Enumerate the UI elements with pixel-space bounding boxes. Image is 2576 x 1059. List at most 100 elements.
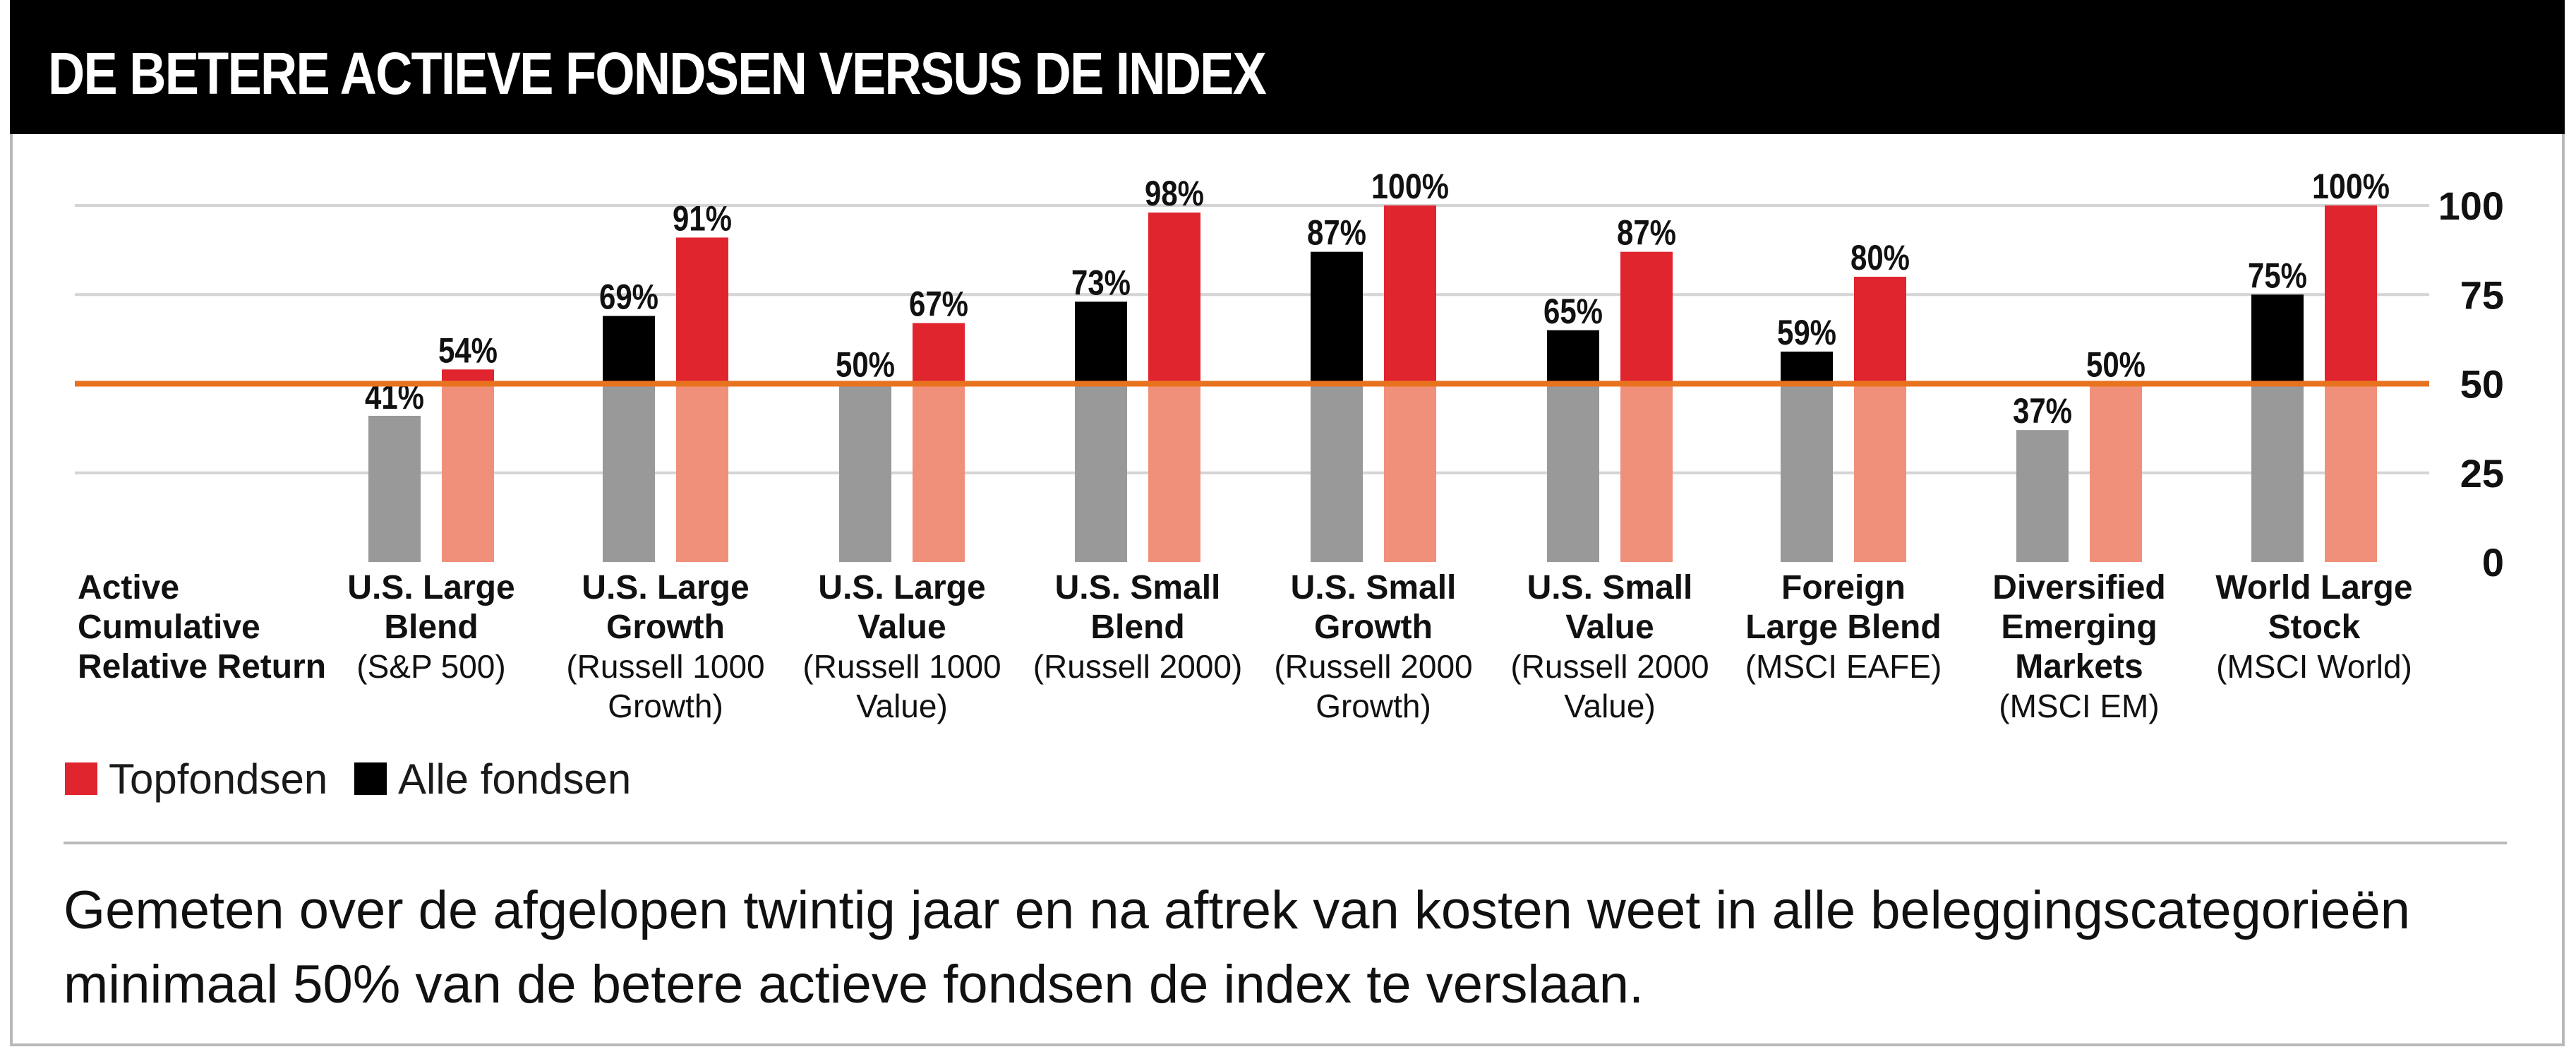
y-tick-label: 75 — [2460, 273, 2504, 317]
bar-all-upper — [1781, 352, 1833, 384]
y-tick-label: 50 — [2460, 362, 2504, 407]
bar-all-upper — [2251, 294, 2304, 384]
bar-all-lower — [1781, 383, 1833, 562]
x-category-label: U.S. Small — [1291, 569, 1457, 606]
bar-top-upper — [1854, 277, 1906, 384]
x-category-sublabel: (Russell 2000) — [1033, 648, 1243, 685]
bar-all-lower — [1547, 383, 1599, 562]
data-label: 50% — [2086, 345, 2145, 385]
x-category-label: U.S. Small — [1055, 569, 1221, 606]
bar-all-lower — [1311, 383, 1363, 562]
bar-all — [368, 415, 421, 562]
x-category-sublabel: Value) — [1564, 688, 1656, 724]
bar-all-lower — [1075, 383, 1127, 562]
x-category-sublabel: (Russell 1000 — [566, 648, 764, 685]
x-category-label: Blend — [384, 609, 478, 646]
x-category-sublabel: (Russell 1000 — [802, 648, 1001, 685]
data-label: 100% — [1371, 167, 1449, 206]
x-category-sublabel: Value) — [856, 688, 948, 724]
x-category-label: World Large — [2215, 569, 2412, 606]
x-category-sublabel: (MSCI World) — [2216, 648, 2412, 685]
x-category-label: Growth — [1314, 609, 1433, 646]
bar-top-upper — [913, 323, 965, 384]
x-category-sublabel: (MSCI EAFE) — [1745, 648, 1942, 685]
bar-all-lower — [2251, 383, 2304, 562]
x-category-sublabel: (MSCI EM) — [1999, 688, 2159, 724]
x-category-label: Stock — [2268, 609, 2361, 646]
bar-top-lower — [1384, 383, 1436, 562]
data-label: 80% — [1850, 238, 1910, 277]
bar-all — [2016, 430, 2069, 562]
bar-top-upper — [1148, 213, 1200, 384]
y-tick-label: 25 — [2460, 451, 2504, 496]
x-category-label: Emerging — [2001, 609, 2157, 646]
data-label: 91% — [673, 198, 732, 238]
x-category-label: Growth — [606, 609, 725, 646]
x-category-label: Diversified — [1992, 569, 2165, 606]
bar-top-lower — [2325, 383, 2377, 562]
bar-top-lower — [676, 383, 728, 562]
x-category-label: Foreign — [1781, 569, 1906, 606]
bar-top-upper — [1620, 251, 1673, 384]
data-label: 87% — [1307, 213, 1366, 253]
x-category-label: Blend — [1090, 609, 1184, 646]
bar-top-lower — [1620, 383, 1673, 562]
bar-top-upper — [676, 237, 728, 384]
x-category-label: Markets — [2015, 648, 2143, 686]
bar-all-upper — [603, 316, 655, 384]
footnote: Gemeten over de afgelopen twintig jaar e… — [64, 880, 2411, 1015]
bar-top-upper — [442, 369, 494, 384]
data-label: 54% — [438, 330, 498, 370]
data-label: 69% — [599, 277, 658, 317]
x-category-label: U.S. Large — [582, 569, 749, 606]
y-tick-label: 0 — [2482, 540, 2504, 585]
data-label: 59% — [1777, 313, 1836, 352]
x-category-sublabel: Growth) — [608, 688, 723, 724]
legend-swatch-top — [65, 762, 97, 795]
x-category-sublabel: (S&P 500) — [356, 648, 505, 685]
x-category-label: Large Blend — [1745, 609, 1941, 646]
data-label: 87% — [1617, 213, 1676, 253]
data-label: 37% — [2013, 391, 2072, 431]
row-label: Relative Return — [78, 648, 326, 686]
legend-swatch-all — [354, 762, 387, 795]
row-label: Active — [78, 569, 179, 606]
x-category-sublabel: (Russell 2000 — [1510, 648, 1709, 685]
bar-top-lower — [1854, 383, 1906, 562]
divider — [64, 842, 2507, 844]
bar-top-upper — [1384, 205, 1436, 384]
page-title: DE BETERE ACTIEVE FONDSEN VERSUS DE INDE… — [48, 40, 1267, 107]
data-label: 75% — [2248, 256, 2307, 295]
bar-all-upper — [1311, 251, 1363, 384]
data-label: 67% — [909, 285, 968, 324]
bar-all-lower — [603, 383, 655, 562]
legend-label-top: Topfondsen — [109, 755, 328, 803]
x-category-label: Value — [857, 609, 946, 646]
bar-all — [839, 383, 891, 562]
data-label: 65% — [1543, 292, 1603, 331]
x-category-sublabel: (Russell 2000 — [1274, 648, 1472, 685]
bar-top-lower — [913, 383, 965, 562]
x-category-label: U.S. Large — [818, 569, 985, 606]
bar-top — [2090, 383, 2142, 562]
y-tick-label: 100 — [2438, 184, 2504, 228]
legend-item-top: Topfondsen — [65, 754, 327, 803]
data-label: 50% — [836, 345, 895, 385]
x-category-label: U.S. Small — [1527, 569, 1693, 606]
x-category-label: Value — [1565, 609, 1654, 646]
data-label: 73% — [1071, 263, 1131, 302]
bar-top-lower — [1148, 383, 1200, 562]
bar-top-upper — [2325, 205, 2377, 384]
row-label: Cumulative — [78, 609, 260, 646]
legend-item-all: Alle fondsen — [354, 754, 631, 803]
x-category-label: U.S. Large — [347, 569, 514, 606]
x-category-sublabel: Growth) — [1316, 688, 1431, 724]
legend-label-all: Alle fondsen — [398, 755, 632, 803]
bar-top-lower — [442, 383, 494, 562]
bar-all-upper — [1075, 301, 1127, 384]
data-label: 98% — [1145, 174, 1204, 213]
bar-all-upper — [1547, 330, 1599, 384]
data-label: 100% — [2312, 167, 2390, 206]
title-bar: DE BETERE ACTIEVE FONDSEN VERSUS DE INDE… — [10, 0, 2565, 134]
